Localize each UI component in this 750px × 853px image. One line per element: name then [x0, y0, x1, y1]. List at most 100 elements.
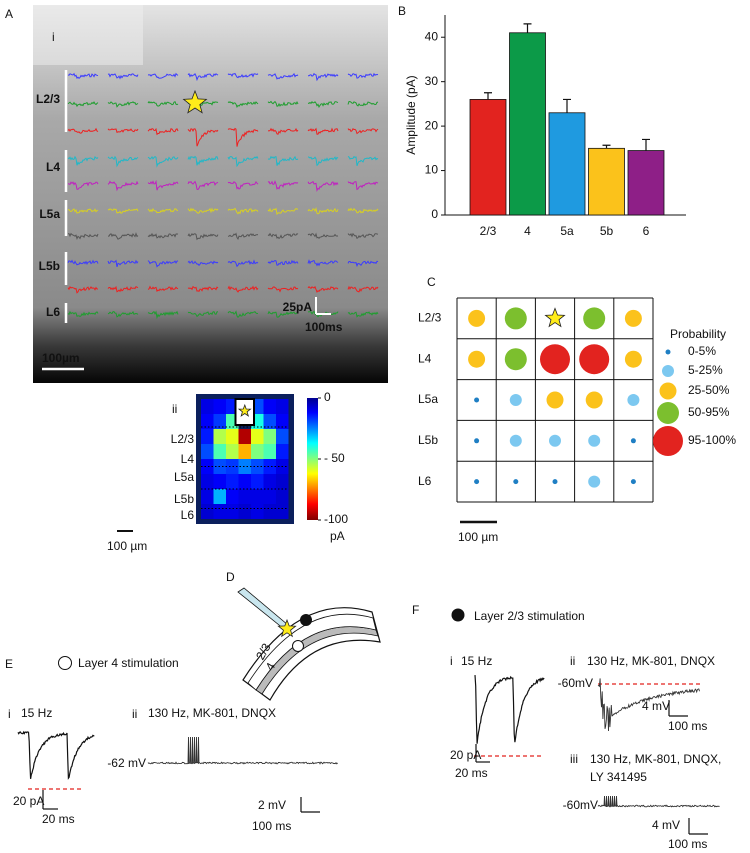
heatmap-cell [213, 429, 226, 444]
row-label: L5b [418, 433, 438, 447]
heatmap-cell [201, 474, 214, 489]
trace [67, 127, 99, 134]
heatmap-cell [263, 459, 276, 474]
heatmap-cell [201, 504, 214, 519]
trace [147, 100, 179, 107]
panel-letter: A [5, 7, 13, 21]
trace [347, 128, 379, 135]
x-tick-label: 6 [643, 224, 650, 238]
heatmap-cell [276, 429, 289, 444]
error-bar [642, 138, 650, 151]
probability-dot [583, 307, 606, 330]
heatmap-cell [276, 489, 289, 504]
trace [307, 156, 339, 167]
layer-label: L5a [174, 470, 194, 484]
probability-dot [474, 479, 480, 485]
trace [308, 72, 339, 82]
sub-label: ii [570, 654, 575, 668]
heatmap-cell [251, 444, 264, 459]
legend-label: Layer 4 stimulation [78, 656, 179, 670]
scale-label: 100 µm [107, 539, 147, 553]
probability-dot [552, 479, 558, 485]
trace [227, 101, 259, 108]
trace [227, 232, 259, 240]
trace [67, 155, 99, 166]
y-axis-label: Amplitude (pA) [404, 75, 418, 154]
sub-label: i [52, 30, 55, 44]
pipette [237, 587, 289, 630]
probability-dot [549, 434, 561, 447]
trace [267, 100, 299, 107]
heatmap-cell [238, 459, 251, 474]
trace [187, 260, 219, 267]
trace [187, 180, 219, 191]
probability-dot [474, 438, 480, 444]
heatmap-cell [226, 474, 239, 489]
row-label: L2/3 [418, 311, 442, 325]
heatmap-cell [213, 474, 226, 489]
trace [347, 311, 379, 318]
probability-dot [504, 307, 527, 330]
heatmap-cell [201, 429, 214, 444]
trace [267, 207, 298, 215]
scale-label: 100 µm [458, 530, 498, 544]
colorbar-label: -100 [324, 512, 348, 526]
legend-dot [657, 402, 679, 424]
heatmap-cell [251, 504, 264, 519]
sub-label: i [8, 707, 11, 721]
trace [67, 285, 98, 294]
bar [588, 147, 625, 216]
trace [267, 155, 299, 166]
scale-label: 100 ms [252, 819, 291, 833]
stim-star [544, 307, 566, 328]
legend-title: Probability [670, 327, 726, 341]
row-label: L5a [418, 392, 438, 406]
l23-stim-icon [451, 608, 465, 622]
trace [107, 311, 139, 318]
legend-dot [653, 426, 683, 456]
trace [227, 310, 259, 319]
heatmap-cell [263, 504, 276, 519]
l4-stim [292, 640, 304, 652]
trace [307, 285, 339, 293]
legend-dot [662, 365, 674, 377]
trace [307, 206, 339, 215]
trace [227, 180, 259, 190]
heatmap-cell [201, 459, 214, 474]
trace [147, 179, 179, 191]
heatmap-cell [213, 504, 226, 519]
heatmap-cell [213, 444, 226, 459]
bar [548, 112, 586, 216]
layer-label: L4 [181, 452, 195, 466]
probability-dot [504, 348, 527, 371]
legend-label: 5-25% [688, 363, 723, 377]
legend-label: Layer 2/3 stimulation [474, 609, 585, 623]
heatmap-cell [226, 489, 239, 504]
bar [509, 32, 546, 216]
trace [267, 72, 299, 80]
trace [147, 207, 178, 214]
heatmap-cell [201, 489, 214, 504]
probability-dot [509, 394, 522, 406]
legend-label: 0-5% [688, 344, 716, 358]
trace [67, 259, 99, 266]
x-tick-label: 2/3 [480, 224, 497, 238]
l4-stim-icon [58, 656, 72, 670]
trace [187, 128, 219, 147]
trace [147, 310, 179, 320]
x-tick-label: 5b [600, 224, 614, 238]
heatmap-cell [276, 474, 289, 489]
panel-letter: B [398, 4, 406, 18]
trace [187, 232, 219, 241]
trace-title: 130 Hz, MK-801, DNQX [148, 706, 276, 720]
bar [627, 150, 665, 216]
trace [107, 208, 139, 214]
trace [347, 260, 379, 268]
trace [67, 181, 99, 190]
error-bar [523, 23, 532, 33]
y-tick-label: 10 [425, 163, 439, 177]
panel-letter: E [5, 657, 13, 671]
trace [347, 100, 379, 107]
trace-title: 15 Hz [21, 706, 52, 720]
